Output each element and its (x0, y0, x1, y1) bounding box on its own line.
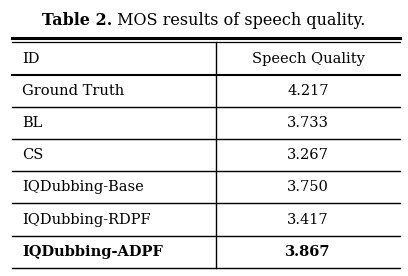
Text: Speech Quality: Speech Quality (252, 52, 364, 66)
Text: CS: CS (22, 148, 44, 162)
Text: Ground Truth: Ground Truth (22, 84, 125, 98)
Text: 3.417: 3.417 (287, 213, 329, 227)
Text: Table 2.: Table 2. (42, 12, 113, 30)
Text: 3.733: 3.733 (287, 116, 329, 130)
Text: IQDubbing-RDPF: IQDubbing-RDPF (22, 213, 151, 227)
Text: 3.267: 3.267 (287, 148, 329, 162)
Text: MOS results of speech quality.: MOS results of speech quality. (113, 12, 366, 30)
Text: ID: ID (22, 52, 40, 66)
Text: 3.750: 3.750 (287, 181, 329, 194)
Text: 3.867: 3.867 (285, 245, 331, 259)
Text: IQDubbing-Base: IQDubbing-Base (22, 181, 144, 194)
Text: IQDubbing-ADPF: IQDubbing-ADPF (22, 245, 163, 259)
Text: 4.217: 4.217 (287, 84, 329, 98)
Text: BL: BL (22, 116, 43, 130)
